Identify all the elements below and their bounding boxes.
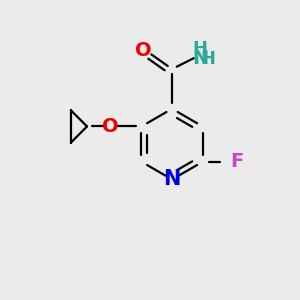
Text: N: N (164, 169, 181, 189)
Text: N: N (192, 49, 208, 68)
Text: O: O (102, 117, 119, 136)
Text: O: O (135, 41, 152, 60)
Text: F: F (231, 152, 244, 171)
Text: H: H (193, 40, 208, 58)
Text: H: H (200, 50, 215, 68)
